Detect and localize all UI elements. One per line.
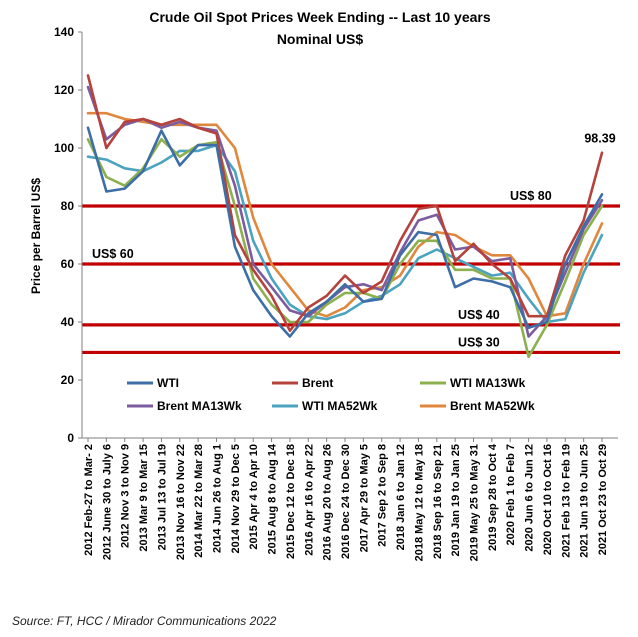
axes: 0 20 40 60 80 100 120 140 2012 Feb-27 to Mar- 2 2… bbox=[54, 25, 618, 561]
x-tick-label: 2019 May 25 to May 31 bbox=[469, 444, 481, 561]
x-tick-label: 2021 Feb 13 to Feb 19 bbox=[560, 444, 572, 558]
series-line-wti-ma13wk bbox=[86, 138, 604, 359]
x-tick-label: 2013 Mar 9 to Mar 15 bbox=[138, 444, 150, 552]
x-tick-label: 2019 Sep 28 to Oct 4 bbox=[487, 443, 499, 551]
x-tick-label: 2019 Jan 19 to Jan 25 bbox=[450, 444, 462, 557]
reference-label-us-80: US$ 80 bbox=[510, 189, 552, 203]
x-tick-label: 2021 Jun 19 to Jun 25 bbox=[579, 444, 591, 558]
x-tick-label: 2014 Mar 22 to Mar 28 bbox=[193, 444, 205, 558]
x-tick-label: 2014 Jun 26 to Aug 1 bbox=[212, 444, 224, 553]
x-tick-label: 2017 Apr 29 to May 5 bbox=[358, 444, 370, 552]
annotations: US$ 80 US$ 60 US$ 40 US$ 30 98.39 bbox=[92, 132, 616, 350]
x-tick-label: 2021 Oct 23 to Oct 29 bbox=[597, 444, 609, 555]
y-tick-label: 120 bbox=[54, 83, 74, 97]
x-tick-label: 2018 Sep 16 to Sep 21 bbox=[432, 444, 444, 559]
y-tick-label: 0 bbox=[67, 431, 74, 445]
source-note: Source: FT, HCC / Mirador Communications… bbox=[12, 614, 277, 628]
x-tick-label: 2015 Dec 12 to Dec 18 bbox=[285, 444, 297, 559]
x-tick-label: 2015 Aug 8 to Aug 14 bbox=[267, 443, 279, 554]
y-tick-label: 40 bbox=[61, 315, 75, 329]
y-tick-label: 60 bbox=[61, 257, 75, 271]
x-tick-label: 2016 Dec 24 to Dec 30 bbox=[340, 444, 352, 559]
y-tick-label: 80 bbox=[61, 199, 75, 213]
reference-label-us-30: US$ 30 bbox=[458, 335, 500, 349]
legend-label-brent-ma52wk: Brent MA52Wk bbox=[450, 399, 535, 413]
legend-label-wti-ma13wk: WTI MA13Wk bbox=[450, 376, 526, 390]
reference-lines bbox=[82, 204, 620, 355]
chart-subtitle: Nominal US$ bbox=[277, 31, 364, 47]
x-tick-label: 2012 Feb-27 to Mar- 2 bbox=[83, 444, 95, 556]
x-tick-label: 2018 Jan 6 to Jan 12 bbox=[395, 444, 407, 550]
legend-label-brent-ma13wk: Brent MA13Wk bbox=[157, 399, 242, 413]
reference-label-us-40: US$ 40 bbox=[458, 308, 500, 322]
x-tick-label: 2016 Apr 16 to Apr 22 bbox=[303, 444, 315, 556]
x-tick-label: 2013 Nov 16 to Nov 22 bbox=[175, 444, 187, 560]
y-tick-label: 100 bbox=[54, 141, 74, 155]
legend-label-wti-ma52wk: WTI MA52Wk bbox=[302, 399, 378, 413]
series-line-brent bbox=[86, 74, 604, 333]
y-tick-label: 20 bbox=[61, 373, 75, 387]
series-line-brent-ma13wk bbox=[86, 85, 604, 338]
x-tick-label: 2020 Feb 1 to Feb 7 bbox=[505, 444, 517, 545]
x-tick-label: 2014 Nov 29 to Dec 5 bbox=[230, 444, 242, 553]
x-tick-label: 2020 Oct 10 to Oct 16 bbox=[542, 444, 554, 555]
x-tick-label: 2015 Apr 4 to Apr 10 bbox=[248, 444, 260, 550]
x-tick-label: 2012 June 30 to July 6 bbox=[101, 444, 113, 560]
legend-label-brent: Brent bbox=[302, 376, 333, 390]
y-tick-label: 140 bbox=[54, 25, 74, 39]
reference-label-us-60: US$ 60 bbox=[92, 247, 134, 261]
x-tick-label: 2016 Aug 20 to Aug 26 bbox=[322, 444, 334, 561]
legend-label-wti: WTI bbox=[157, 376, 179, 390]
x-tick-label: 2017 Sep 2 to Sep 8 bbox=[377, 444, 389, 547]
series-layer bbox=[86, 74, 604, 359]
y-axis-label: Price per Barrel US$ bbox=[29, 178, 43, 294]
annotation-label: 98.39 bbox=[584, 132, 615, 146]
x-tick-label: 2012 Nov 3 to Nov 9 bbox=[120, 444, 132, 548]
legend: WTI Brent WTI MA13Wk Brent MA13Wk WTI MA52Wk… bbox=[127, 376, 535, 413]
x-tick-label: 2020 Jun 6 to Jun 12 bbox=[524, 444, 536, 552]
x-tick-label: 2013 Jul 13 to Jul 19 bbox=[156, 444, 168, 550]
series-line-wti-ma52wk bbox=[86, 143, 604, 324]
chart-title: Crude Oil Spot Prices Week Ending -- Las… bbox=[149, 9, 491, 25]
x-tick-label: 2018 May 12 to May 18 bbox=[413, 444, 425, 561]
series-line-wti bbox=[86, 126, 604, 338]
